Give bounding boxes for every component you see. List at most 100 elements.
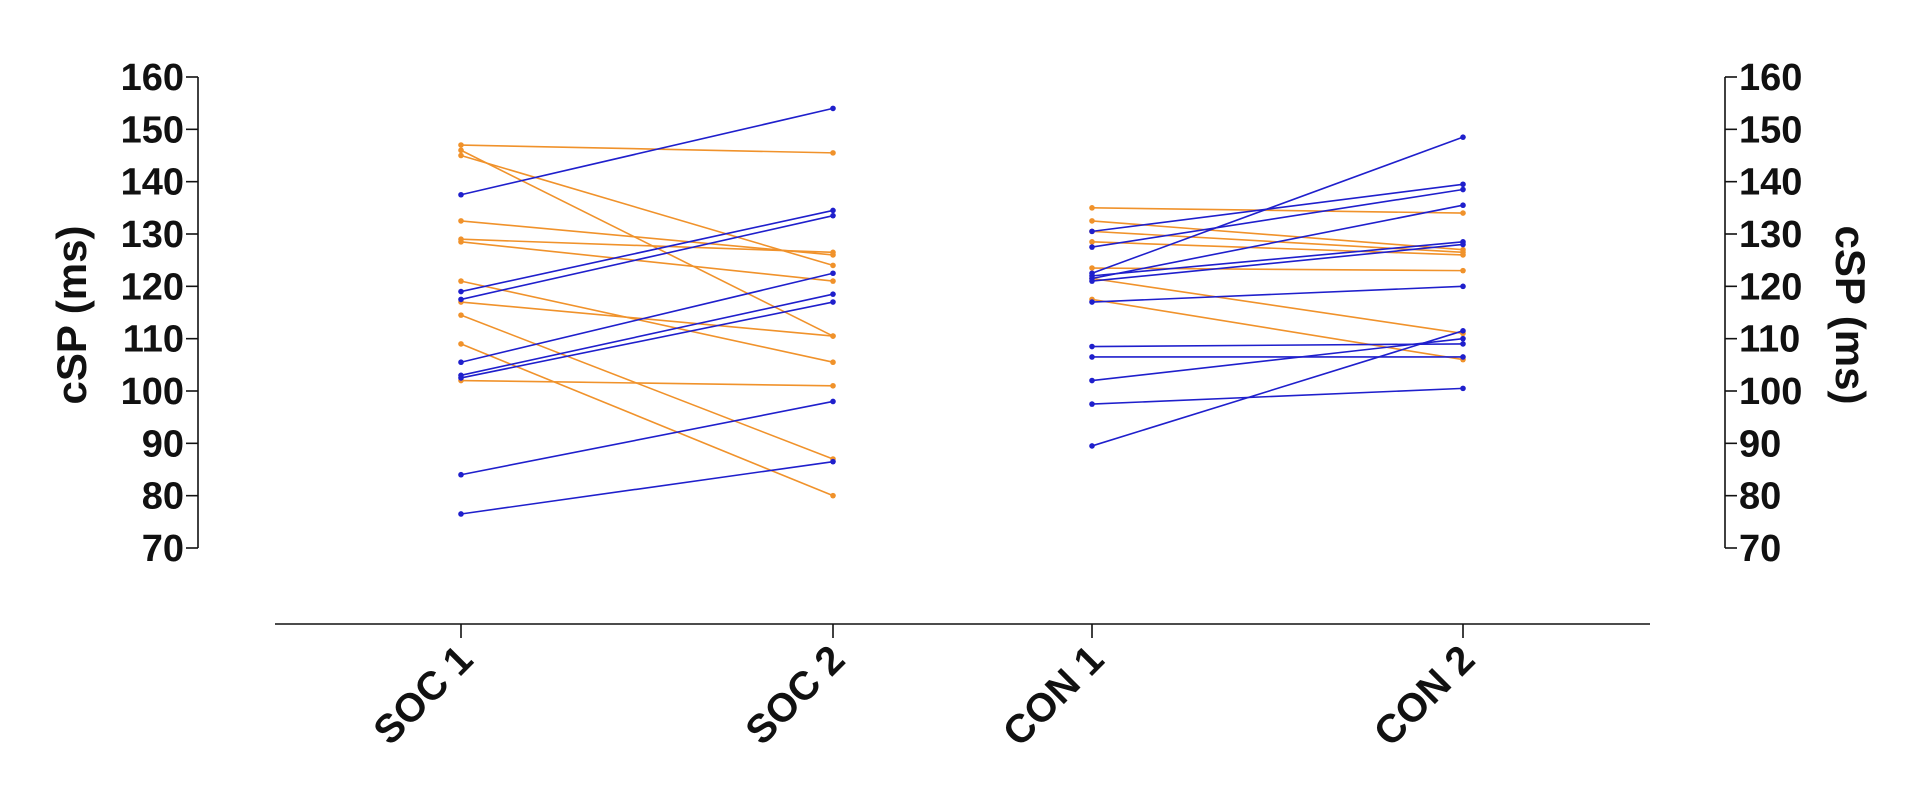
data-point [1460, 252, 1466, 258]
data-point [458, 511, 464, 517]
right-tick-label: 90 [1739, 423, 1781, 465]
series-line [1091, 267, 1464, 272]
data-point [830, 262, 836, 269]
right-tick-label: 160 [1739, 57, 1802, 99]
data-point [458, 341, 464, 347]
data-point [1460, 385, 1466, 392]
data-point [1460, 181, 1466, 188]
data-point [1460, 283, 1466, 290]
series-line [1091, 387, 1464, 405]
data-point [1460, 210, 1466, 216]
left-y-axis: 160 150 140 130 120 110 100 90 80 70 [121, 57, 199, 570]
data-point [458, 288, 464, 295]
series-line [1091, 277, 1464, 335]
series-line [1091, 243, 1464, 282]
series-line [1091, 188, 1464, 248]
data-point [458, 191, 464, 198]
data-point [1089, 343, 1095, 350]
data-point [458, 296, 464, 303]
data-point [458, 312, 464, 318]
data-point [1460, 328, 1466, 334]
data-point [1460, 241, 1466, 248]
series-line [1091, 183, 1464, 233]
left-tick-label: 100 [121, 371, 184, 413]
x-axis: SOC 1 SOC 2 CON 1 CON 2 [275, 623, 1650, 755]
series-line [460, 272, 834, 363]
data-point [458, 359, 464, 366]
left-tick-label: 140 [121, 162, 184, 204]
data-point [1460, 186, 1466, 193]
data-point [458, 152, 464, 159]
data-point [458, 375, 464, 381]
data-point [830, 333, 836, 339]
data-point [1089, 218, 1095, 224]
series-line [460, 400, 834, 476]
right-tick-label: 80 [1739, 476, 1781, 518]
series-line [1091, 298, 1464, 361]
right-tick-label: 150 [1739, 109, 1802, 151]
series-line [1091, 343, 1464, 348]
series-line [1091, 241, 1464, 277]
data-point [1089, 228, 1095, 235]
data-point [830, 492, 836, 499]
data-point [1089, 205, 1095, 211]
data-point [1460, 267, 1466, 274]
series-line [460, 238, 834, 254]
series-line [1091, 337, 1464, 382]
left-tick-label: 110 [123, 319, 184, 361]
y-axis-title-left: cSP (ms) [48, 226, 95, 405]
data-point [1089, 239, 1095, 245]
data-point [830, 212, 836, 219]
left-tick-label: 90 [142, 423, 184, 465]
data-point [1089, 443, 1095, 449]
series-line [460, 144, 834, 154]
series-line [460, 460, 834, 515]
data-point [1460, 335, 1466, 342]
data-point [1089, 278, 1095, 284]
series-line [1091, 285, 1464, 303]
data-point [458, 218, 464, 224]
x-category-label: CON 2 [1366, 637, 1484, 755]
left-tick-label: 150 [121, 109, 184, 151]
data-point [1089, 299, 1095, 305]
left-tick-label: 80 [142, 476, 184, 518]
x-category-label: CON 1 [995, 637, 1113, 755]
right-y-axis: 160 150 140 130 120 110 100 90 80 70 [1724, 57, 1802, 570]
data-point [1460, 134, 1466, 140]
data-point [830, 270, 836, 277]
series-line [460, 209, 834, 293]
data-point [458, 471, 464, 478]
right-tick-label: 140 [1739, 162, 1802, 204]
left-tick-label: 120 [121, 266, 184, 308]
data-point [830, 291, 836, 297]
series-line [460, 241, 834, 282]
data-point [458, 147, 464, 154]
series-line [460, 107, 834, 196]
series-line [460, 154, 834, 267]
series-line [1091, 241, 1464, 256]
series-line [460, 379, 834, 387]
data-point [1089, 354, 1095, 360]
right-tick-label: 100 [1739, 371, 1802, 413]
data-point [458, 239, 464, 245]
right-tick-label: 70 [1739, 528, 1781, 570]
data-point [830, 150, 836, 156]
data-point [830, 299, 836, 305]
data-point [1089, 377, 1095, 384]
series-line [1091, 220, 1464, 251]
left-tick-label: 130 [121, 214, 184, 256]
series-line [460, 301, 834, 379]
data-point [830, 359, 836, 366]
data-point [830, 105, 836, 112]
data-point [830, 458, 836, 465]
data-point [458, 278, 464, 284]
plot-area [458, 105, 1466, 517]
data-point [1460, 202, 1466, 209]
data-point [1089, 401, 1095, 407]
data-point [1460, 354, 1466, 360]
x-category-label: SOC 1 [365, 637, 481, 753]
data-point [830, 207, 836, 214]
data-point [830, 278, 836, 284]
series-line [460, 293, 834, 377]
data-point [830, 398, 836, 405]
